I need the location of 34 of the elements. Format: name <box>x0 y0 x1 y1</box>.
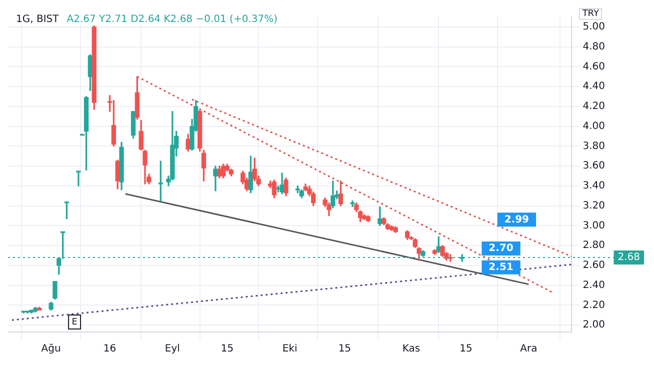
x-tick-label: Eki <box>282 344 298 355</box>
candlestick <box>76 170 81 186</box>
y-tick-label: 4.40 <box>582 81 605 92</box>
chart-subtitle: A2.67 Y2.71 D2.64 K2.68 −0.01 (+0.37%) <box>66 14 278 25</box>
y-tick-label: 2.40 <box>582 280 605 291</box>
ref-line-label: 2.68 <box>618 252 640 264</box>
annotation: E <box>72 317 78 328</box>
x-tick-label: Ara <box>520 344 538 355</box>
x-tick-label: Kas <box>402 344 420 355</box>
y-tick-label: 2.00 <box>582 320 605 331</box>
y-tick-label: 3.80 <box>582 140 605 152</box>
annotation: 2.99 <box>504 214 530 226</box>
y-tick-label: 3.60 <box>582 160 605 172</box>
y-tick-label: 2.60 <box>582 260 605 272</box>
x-tick-label: 15 <box>460 344 472 355</box>
y-tick-label: 5.00 <box>582 22 605 33</box>
x-tick-label: 15 <box>338 344 352 355</box>
y-tick-label: 3.00 <box>582 220 605 232</box>
y-tick-label: 3.20 <box>582 200 605 212</box>
y-tick-label: 2.20 <box>582 300 605 311</box>
x-tick-label: Ağu <box>41 344 61 355</box>
y-axis-title: TRY <box>579 8 602 20</box>
annotation: 2.70 <box>488 243 514 254</box>
x-tick-label: 15 <box>220 344 234 355</box>
y-tick-label: 4.60 <box>582 61 605 72</box>
y-tick-label: 2.80 <box>582 240 605 252</box>
y-tick-label: 4.80 <box>582 41 605 52</box>
y-tick-label: 4.20 <box>582 101 605 112</box>
chart-title: 1G, BIST <box>16 14 59 25</box>
x-tick-label: 16 <box>103 344 116 355</box>
y-tick-label: 3.40 <box>582 180 605 192</box>
y-tick-label: 4.00 <box>582 120 605 132</box>
x-tick-label: Eyl <box>164 344 180 355</box>
annotation: 2.51 <box>488 262 514 273</box>
